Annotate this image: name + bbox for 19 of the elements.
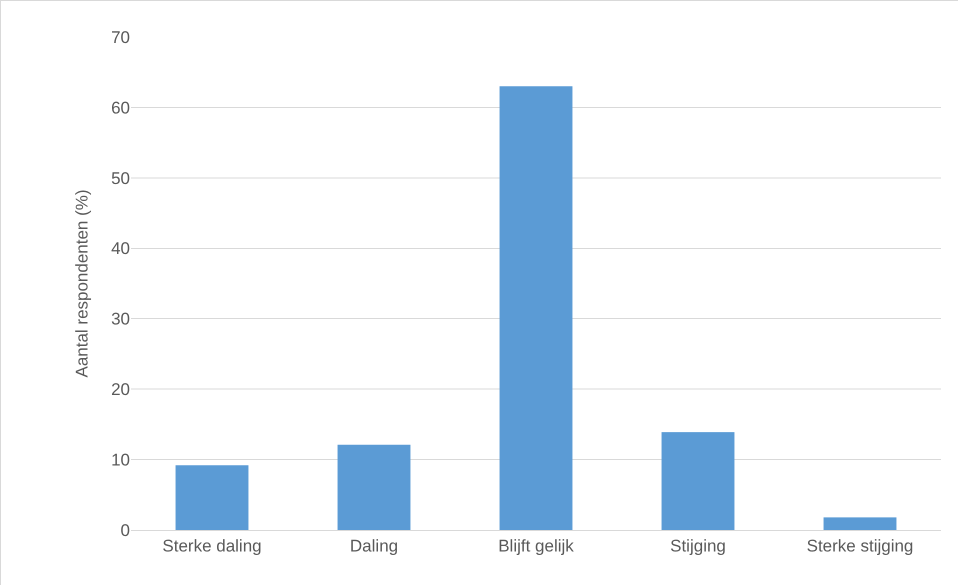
y-tick-label: 40 [111, 239, 130, 258]
bar [500, 86, 572, 530]
y-axis-title: Aantal respondenten (%) [72, 189, 92, 378]
bar [662, 432, 734, 530]
bar [338, 444, 410, 530]
x-tick-label: Sterke stijging [806, 536, 914, 556]
y-tick-label: 60 [111, 98, 130, 118]
y-tick-label: 0 [120, 520, 130, 540]
x-tick-label: Stijging [670, 536, 726, 556]
bar [824, 517, 896, 530]
bar [176, 465, 248, 530]
y-tick-label: 30 [111, 310, 130, 329]
x-tick-label: Blijft gelijk [498, 536, 574, 556]
x-tick-label: Sterke daling [162, 536, 262, 556]
y-tick-label: 50 [111, 168, 130, 188]
x-tick-label: Daling [350, 536, 398, 556]
y-tick-label: 20 [111, 380, 130, 400]
y-tick-label: 10 [111, 450, 130, 470]
y-tick-label: 70 [111, 28, 130, 47]
